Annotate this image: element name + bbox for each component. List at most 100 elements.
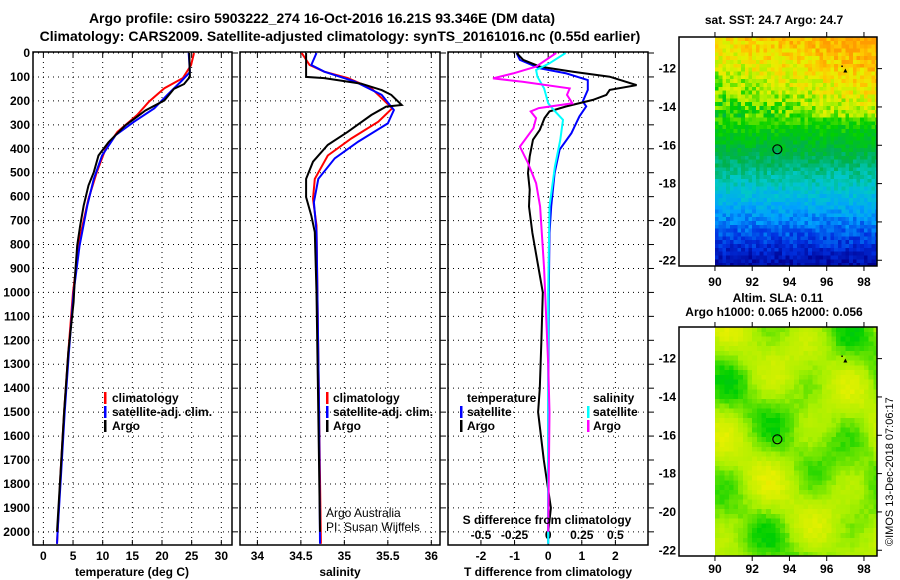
sst-cell (819, 175, 824, 180)
sst-cell (748, 213, 753, 218)
sst-cell (845, 178, 850, 183)
sla-cell (724, 365, 730, 371)
sla-cell (864, 470, 870, 476)
sst-cell (782, 83, 787, 88)
sst-cell (789, 48, 794, 53)
sla-cell (868, 456, 874, 462)
sst-cell (815, 106, 820, 111)
sla-cell (864, 465, 870, 472)
sla-cell (733, 475, 739, 481)
sst-cell (714, 136, 719, 141)
sla-cell (808, 537, 814, 543)
sla-cell (784, 346, 790, 352)
sla-cell (798, 456, 804, 462)
sla-cell (714, 537, 720, 543)
sla-cell (850, 427, 856, 433)
sla-cell (826, 327, 832, 333)
sst-cell (789, 79, 794, 84)
sla-cell (868, 442, 874, 448)
sla-cell (831, 327, 837, 333)
sla-cell (775, 403, 781, 409)
sst-cell (845, 125, 850, 130)
sla-cell (845, 537, 851, 543)
sst-cell (856, 190, 861, 195)
sst-cell (849, 209, 854, 214)
sst-cell (748, 186, 753, 191)
map-lat-label: -16 (659, 428, 677, 442)
sst-cell (774, 228, 779, 233)
sla-cell (728, 504, 734, 510)
sla-cell (728, 523, 734, 529)
sst-cell (804, 106, 809, 111)
sst-cell (804, 132, 809, 137)
sst-cell (819, 102, 824, 107)
sla-cell (826, 537, 832, 543)
sst-cell (849, 52, 854, 57)
sst-cell (819, 86, 824, 91)
sst-cell (755, 201, 760, 206)
sla-cell (850, 513, 856, 519)
sst-cell (852, 224, 857, 229)
sst-cell (871, 83, 876, 88)
sst-cell (845, 221, 850, 226)
sst-cell (778, 205, 783, 210)
sla-cell (714, 499, 720, 505)
sla-cell (831, 523, 837, 529)
sst-cell (737, 67, 742, 72)
sst-cell (845, 167, 850, 172)
sst-cell (752, 106, 757, 111)
sst-cell (837, 48, 842, 53)
sst-cell (767, 71, 772, 76)
sst-cell (867, 221, 872, 226)
sst-cell (808, 155, 813, 160)
sla-cell (770, 485, 776, 491)
sst-cell (789, 40, 794, 45)
sst-cell (834, 52, 839, 57)
sst-cell (789, 152, 794, 157)
sla-cell (850, 374, 856, 381)
sla-cell (873, 346, 878, 352)
sla-cell (794, 499, 800, 505)
sla-cell (766, 475, 772, 481)
sst-cell (763, 52, 768, 57)
sst-cell (714, 125, 719, 130)
sst-cell (744, 228, 749, 233)
sst-cell (782, 40, 787, 45)
sla-cell (822, 475, 828, 481)
sla-cell (780, 542, 786, 548)
sst-cell (823, 259, 828, 264)
sst-cell (793, 159, 798, 164)
sst-cell (748, 144, 753, 149)
sla-cell (873, 331, 878, 337)
sst-cell (808, 167, 813, 172)
sst-cell (748, 232, 753, 237)
sst-cell (744, 182, 749, 187)
sst-cell (778, 140, 783, 145)
t-difference-axis-label: T difference from climatology (464, 565, 632, 579)
sst-cell (752, 155, 757, 160)
sla-cell (798, 355, 804, 361)
sst-cell (774, 198, 779, 203)
sst-cell (789, 163, 794, 168)
sst-cell (834, 244, 839, 249)
sla-cell (803, 351, 809, 357)
sst-cell (759, 178, 764, 183)
sst-cell (737, 251, 742, 256)
sla-cell (780, 446, 786, 452)
sla-cell (803, 408, 809, 414)
sst-cell (841, 247, 846, 252)
sst-cell (718, 129, 723, 134)
sla-cell (873, 552, 878, 557)
sst-cell (860, 125, 865, 130)
sst-cell (860, 155, 865, 160)
sst-cell (830, 186, 835, 191)
sla-cell (794, 389, 800, 395)
sst-cell (752, 209, 757, 214)
sst-cell (782, 236, 787, 241)
sst-cell (800, 121, 805, 126)
sst-cell (819, 167, 824, 172)
x-tick-label: 0 (40, 549, 47, 563)
sla-cell (761, 413, 767, 419)
sst-cell (830, 201, 835, 206)
sla-cell (836, 379, 842, 385)
